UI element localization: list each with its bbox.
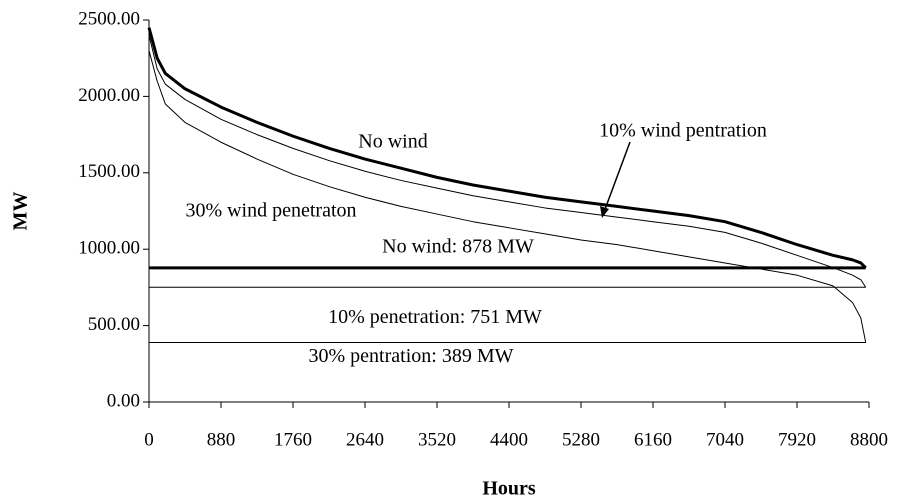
series-line (148, 50, 867, 343)
annotation-arrow (603, 141, 631, 213)
x-tick-label: 3520 (418, 429, 456, 450)
reference-label: 10% penetration: 751 MW (328, 306, 542, 328)
y-tick-label: 1000.00 (78, 238, 140, 259)
x-axis-title: Hours (482, 478, 536, 500)
series-line (147, 27, 867, 269)
x-tick-label: 7040 (706, 429, 744, 450)
y-tick-label: 2500.00 (78, 8, 140, 29)
series-line (148, 35, 867, 288)
series-annotation: 30% wind penetraton (185, 200, 356, 222)
x-tick-label: 5280 (562, 429, 600, 450)
y-tick-label: 500.00 (88, 314, 140, 335)
y-axis-title: MW (10, 192, 32, 231)
y-tick-label: 0.00 (107, 390, 140, 411)
x-tick-label: 1760 (274, 429, 312, 450)
x-tick-label: 7920 (778, 429, 816, 450)
x-tick-label: 0 (144, 429, 154, 450)
x-tick-label: 880 (207, 429, 236, 450)
x-tick-label: 6160 (634, 429, 672, 450)
series-annotation: No wind (358, 131, 427, 153)
x-tick-label: 2640 (346, 429, 384, 450)
reference-label: 30% pentration: 389 MW (309, 345, 514, 367)
x-tick-label: 8800 (850, 429, 888, 450)
y-tick-label: 2000.00 (78, 85, 140, 106)
reference-label: No wind: 878 MW (382, 235, 534, 257)
series-annotation: 10% wind pentration (599, 120, 767, 142)
y-tick-label: 1500.00 (78, 161, 140, 182)
x-tick-label: 4400 (490, 429, 528, 450)
